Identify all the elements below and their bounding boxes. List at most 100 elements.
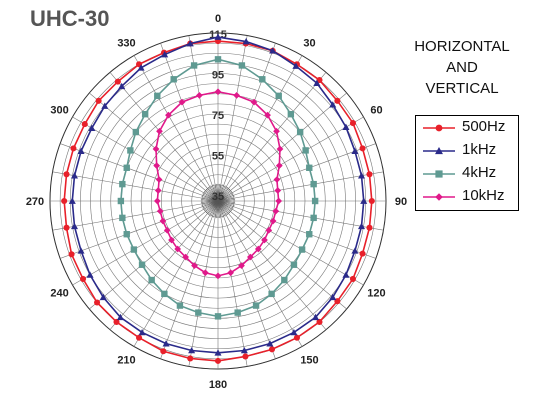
data-point [233,92,240,99]
data-point [191,262,198,269]
subtitle-line: AND [446,59,478,76]
data-point [242,353,249,360]
data-point [264,111,271,119]
grid-spoke [60,200,219,259]
legend-label: 1kHz [462,141,497,158]
data-point [334,97,341,104]
data-point [247,253,254,261]
grid-spoke [217,43,276,202]
data-point [234,309,241,316]
series-1kHz [68,33,368,356]
data-point [306,231,313,238]
data-point [94,299,101,306]
legend-swatch [423,170,455,178]
data-point [290,328,298,336]
grid-spoke [188,200,219,367]
data-point [114,78,121,85]
data-point [154,187,162,194]
data-point [161,290,168,298]
data-point [269,47,277,54]
grid-spoke [160,43,219,202]
grid-spoke [52,171,219,202]
data-point [265,226,273,234]
grid-spoke [217,200,327,330]
grid-spoke [217,116,364,202]
grid-spoke [217,200,364,286]
data-point [329,101,337,108]
data-point [116,313,124,321]
data-point [275,162,283,169]
data-point [287,110,295,118]
grid-spoke [109,72,219,202]
hub-line [216,183,219,202]
grid-spoke [217,200,376,259]
data-point [176,302,184,309]
data-point [214,88,222,96]
data-point [79,275,87,282]
grid-spoke [60,143,219,202]
data-point [70,172,79,179]
legend-label: 10kHz [462,187,505,204]
data-point [214,33,222,40]
angle-tick-label: 180 [209,379,227,391]
data-point [168,236,175,244]
data-point [252,302,260,309]
angle-tick-label: 120 [367,288,385,300]
data-point [68,197,76,204]
data-point [214,349,222,356]
data-point [214,56,222,63]
data-point [359,145,366,152]
grid-spoke [72,200,219,286]
legend-item-1kHz: 1kHz [416,139,518,162]
data-point [132,128,140,136]
series-500Hz [61,38,375,364]
data-point [101,102,109,109]
radial-tick-label: 95 [212,70,224,82]
data-point [292,62,300,69]
data-point [174,245,182,253]
chart-title: UHC-30 [30,6,110,31]
grid-spoke [217,200,347,310]
data-point [268,346,276,353]
data-point [329,293,337,301]
data-point [302,147,309,154]
data-point [156,127,163,135]
grid-spoke [217,143,376,202]
data-point [130,246,138,253]
data-point [275,92,282,100]
grid-spoke [109,200,219,330]
data-point [70,145,77,152]
legend: 500Hz 1kHz 4kHz 10kHz [415,115,519,211]
data-point [119,180,126,188]
legend-swatch [423,147,455,155]
data-point [196,92,203,99]
data-point [281,276,288,284]
angle-tick-label: 240 [50,288,68,300]
legend-item-500Hz: 500Hz [416,116,518,139]
data-point [238,262,245,269]
data-point [161,51,169,58]
data-point [360,197,368,204]
data-point [238,62,246,69]
data-point [163,226,171,234]
grid-spoke [217,200,248,367]
data-point [186,40,194,47]
angle-tick-label: 60 [370,105,382,117]
data-point [138,328,146,336]
grid-spoke [133,55,219,202]
data-point [273,176,281,183]
data-point [127,147,134,154]
data-point [368,197,375,205]
data-point [160,348,167,355]
data-point [274,187,282,194]
data-point [261,236,268,244]
radial-tick-label: 35 [212,191,224,203]
data-point [298,246,306,253]
grid-spoke [89,92,219,202]
data-point [190,62,198,69]
data-point [268,290,275,298]
data-point [99,293,107,301]
data-point [316,318,323,325]
data-point [269,217,277,225]
data-point [293,334,300,341]
